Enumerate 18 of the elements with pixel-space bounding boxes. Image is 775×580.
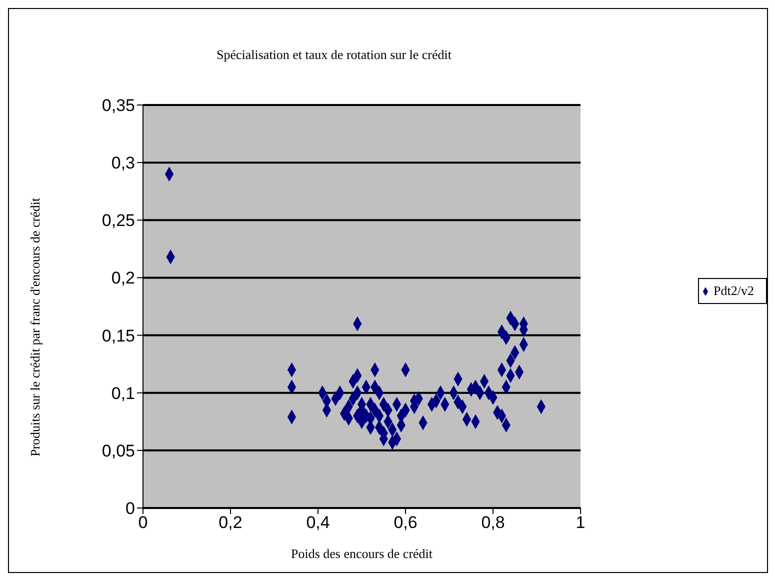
y-tick-label: 0,15 [102, 326, 135, 346]
y-tick-label: 0,05 [102, 441, 135, 460]
y-tick-label: 0,25 [102, 211, 135, 230]
x-tick-label: 0 [138, 513, 148, 532]
legend-label: Pdt2/v2 [714, 282, 754, 298]
y-tick-label: 0,35 [102, 96, 135, 116]
x-tick-label: 0,4 [306, 513, 330, 532]
y-tick-label: 0,3 [111, 154, 135, 173]
x-tick-label: 0,8 [481, 513, 505, 532]
y-axis-title: Produits sur le crédit par franc d'encours de crédit [28, 197, 43, 456]
y-tick-label: 0 [126, 499, 135, 518]
x-tick-label: 1 [576, 513, 586, 532]
y-tick-label: 0,1 [111, 384, 135, 403]
x-tick-label: 0,2 [218, 513, 242, 532]
y-tick-label: 0,2 [111, 268, 135, 288]
chart-title: Spécialisation et taux de rotation sur le crédit [215, 47, 452, 63]
x-axis-title: Poids des encours de crédit [291, 546, 433, 561]
x-tick-label: 0,6 [394, 513, 418, 532]
